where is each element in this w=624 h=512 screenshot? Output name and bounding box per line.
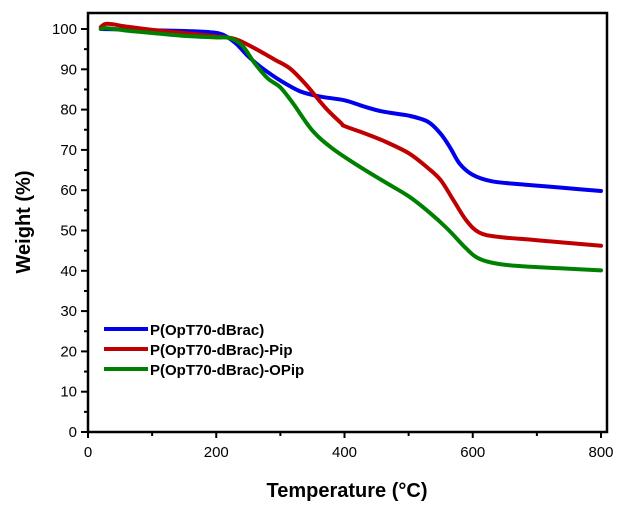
x-tick-label: 400 — [332, 444, 357, 461]
legend-label: P(OpT70-dBrac)-OPip — [150, 362, 304, 379]
y-axis-title: Weight (%) — [13, 171, 35, 274]
plot-frame — [86, 11, 609, 434]
y-tick-label: 100 — [52, 21, 77, 38]
x-tick-label: 0 — [84, 444, 92, 461]
y-axis: 0 10 20 30 40 50 60 70 80 90 100 — [52, 21, 88, 441]
y-tick-label: 50 — [60, 223, 77, 240]
series-line-p-opt70-dbrac — [98, 27, 603, 193]
y-tick-label: 60 — [60, 182, 77, 199]
x-axis-title: Temperature (°C) — [267, 480, 428, 502]
x-tick-label: 800 — [588, 444, 613, 461]
y-tick-label: 0 — [69, 424, 77, 441]
plot-lines — [98, 21, 603, 273]
y-tick-label: 10 — [60, 384, 77, 401]
x-axis: 0 200 400 600 800 — [84, 432, 614, 461]
legend: P(OpT70-dBrac) P(OpT70-dBrac)-Pip P(OpT70-… — [104, 322, 304, 379]
legend-label: P(OpT70-dBrac) — [150, 322, 264, 339]
x-tick-label: 200 — [204, 444, 229, 461]
y-tick-label: 20 — [60, 343, 77, 360]
y-tick-label: 70 — [60, 142, 77, 159]
y-tick-label: 90 — [60, 61, 77, 78]
y-tick-label: 80 — [60, 102, 77, 119]
y-tick-label: 40 — [60, 263, 77, 280]
series-line-p-opt70-dbrac-opip — [98, 26, 603, 273]
x-tick-label: 600 — [460, 444, 485, 461]
legend-label: P(OpT70-dBrac)-Pip — [150, 342, 293, 359]
series-line-p-opt70-dbrac-pip — [98, 21, 603, 248]
y-tick-label: 30 — [60, 303, 77, 320]
